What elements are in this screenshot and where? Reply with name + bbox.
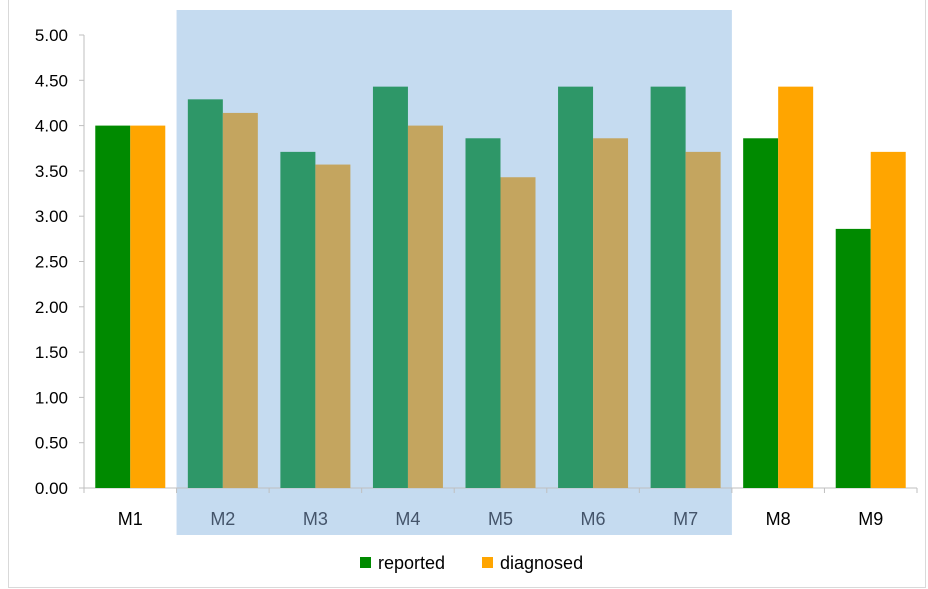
bar-diagnosed-m1 [130,125,166,488]
y-tick-label: 1.00 [35,388,68,407]
bar-diagnosed-m4 [407,125,443,488]
bar-diagnosed-m7 [685,151,721,488]
legend-label-reported: reported [378,553,445,573]
legend-swatch-diagnosed [482,557,493,568]
y-tick-label: 0.50 [35,434,68,453]
bar-reported-m7 [650,86,686,488]
bar-reported-m8 [743,138,779,488]
y-tick-label: 2.00 [35,298,68,317]
y-tick-label: 4.50 [35,71,68,90]
bar-reported-m3 [280,151,316,488]
y-tick-label: 4.00 [35,117,68,136]
bar-diagnosed-m2 [222,112,258,488]
bar-reported-m6 [558,86,594,488]
chart-frame [8,0,926,588]
bar-reported-m4 [372,86,408,488]
bar-diagnosed-m3 [315,164,351,489]
bar-reported-m5 [465,138,501,488]
x-tick-label: M6 [581,509,606,529]
bar-diagnosed-m6 [593,138,629,488]
highlight-band [176,10,732,535]
bar-diagnosed-m5 [500,177,536,488]
y-tick-label: 0.00 [35,479,68,498]
bar-reported-m9 [835,228,871,488]
bar-diagnosed-m9 [870,151,906,488]
x-tick-label: M1 [118,509,143,529]
x-tick-label: M7 [673,509,698,529]
bar-reported-m2 [187,99,223,489]
y-tick-label: 2.50 [35,253,68,272]
x-tick-label: M8 [766,509,791,529]
y-tick-label: 1.50 [35,343,68,362]
legend: reported diagnosed [360,553,583,573]
bar-diagnosed-m8 [778,86,814,488]
y-tick-label: 3.50 [35,162,68,181]
x-tick-label: M9 [858,509,883,529]
x-tick-label: M5 [488,509,513,529]
x-tick-label: M4 [395,509,420,529]
y-tick-label: 5.00 [35,26,68,45]
bar-reported-m1 [95,125,131,488]
y-tick-label: 3.00 [35,207,68,226]
x-tick-label: M3 [303,509,328,529]
x-tick-label: M2 [210,509,235,529]
legend-label-diagnosed: diagnosed [500,553,583,573]
legend-swatch-reported [360,557,371,568]
